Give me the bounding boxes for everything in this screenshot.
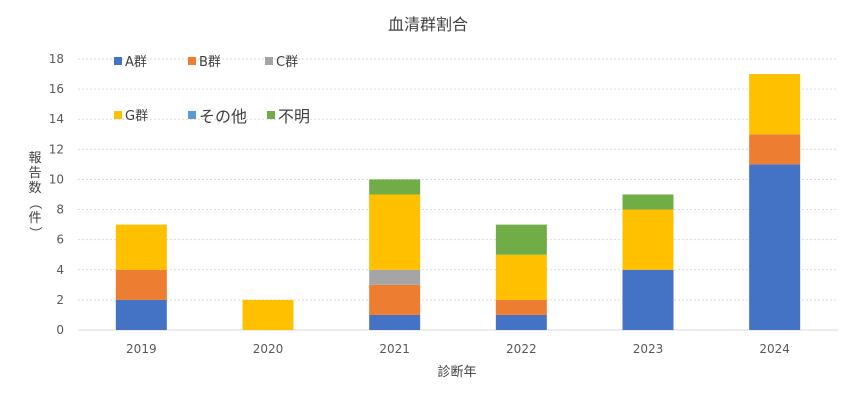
bar-segment bbox=[369, 284, 421, 315]
legend-swatch bbox=[188, 57, 196, 65]
y-tick-label: 12 bbox=[49, 142, 64, 156]
bar-segment bbox=[115, 224, 167, 270]
y-tick-label: 14 bbox=[49, 112, 64, 126]
y-tick-label: 8 bbox=[56, 203, 64, 217]
y-axis-title: 報告数（ 件） bbox=[27, 151, 42, 240]
bar-segment bbox=[369, 269, 421, 285]
y-tick-label: 10 bbox=[49, 172, 64, 186]
bar-segment bbox=[495, 314, 547, 330]
bar-segment bbox=[749, 74, 801, 135]
bar-segment bbox=[749, 164, 801, 330]
x-tick-label: 2024 bbox=[759, 342, 790, 356]
bar-segment bbox=[369, 179, 421, 195]
x-tick-label: 2019 bbox=[126, 342, 157, 356]
x-tick-label: 2020 bbox=[253, 342, 284, 356]
bar-segment bbox=[369, 194, 421, 270]
legend-label: C群 bbox=[276, 55, 298, 70]
legend-label: 不明 bbox=[278, 107, 310, 126]
bar-segment bbox=[622, 269, 674, 330]
bars bbox=[115, 74, 801, 330]
bar-segment bbox=[495, 224, 547, 255]
legend-swatch bbox=[267, 111, 275, 119]
chart-title: 血清群割合 bbox=[388, 15, 468, 34]
legend-swatch bbox=[265, 57, 273, 65]
bar-segment bbox=[622, 194, 674, 210]
y-tick-label: 0 bbox=[56, 323, 64, 337]
x-axis-title: 診断年 bbox=[437, 364, 476, 380]
legend-label: G群 bbox=[125, 109, 148, 124]
bar-segment bbox=[115, 299, 167, 330]
y-axis-title-char: （ bbox=[27, 196, 42, 209]
y-axis-title-char: ） bbox=[27, 226, 42, 239]
y-tick-label: 2 bbox=[56, 293, 64, 307]
legend-label: B群 bbox=[199, 55, 221, 70]
bar-segment bbox=[369, 314, 421, 330]
y-tick-label: 4 bbox=[56, 263, 64, 277]
bar-segment bbox=[622, 209, 674, 270]
bar-segment bbox=[495, 254, 547, 300]
y-axis-ticks: 0 2 4 6 8 10 12 14 16 18 bbox=[49, 52, 64, 337]
x-tick-label: 2022 bbox=[506, 342, 537, 356]
bar-segment bbox=[495, 299, 547, 315]
y-tick-label: 18 bbox=[49, 52, 64, 66]
legend-swatch bbox=[188, 111, 196, 119]
bar-segment bbox=[749, 134, 801, 165]
legend: A群 B群 C群 G群 その他 不明 bbox=[114, 55, 310, 126]
x-tick-label: 2023 bbox=[633, 342, 664, 356]
y-axis-title-char: 数 bbox=[28, 181, 41, 196]
x-tick-label: 2021 bbox=[379, 342, 410, 356]
bar-segment bbox=[242, 299, 294, 330]
legend-label: A群 bbox=[125, 55, 147, 70]
x-axis-ticks: 2019 2020 2021 2022 2023 2024 bbox=[126, 342, 790, 356]
y-axis-title-char: 報 bbox=[28, 151, 41, 166]
legend-label: その他 bbox=[199, 107, 247, 126]
legend-swatch bbox=[114, 111, 122, 119]
y-axis-title-char: 件 bbox=[28, 211, 41, 226]
gridlines bbox=[78, 58, 838, 331]
y-axis-title-char: 告 bbox=[28, 166, 41, 181]
y-tick-label: 16 bbox=[49, 82, 64, 96]
y-tick-label: 6 bbox=[56, 233, 64, 247]
legend-swatch bbox=[114, 57, 122, 65]
bar-segment bbox=[115, 269, 167, 300]
